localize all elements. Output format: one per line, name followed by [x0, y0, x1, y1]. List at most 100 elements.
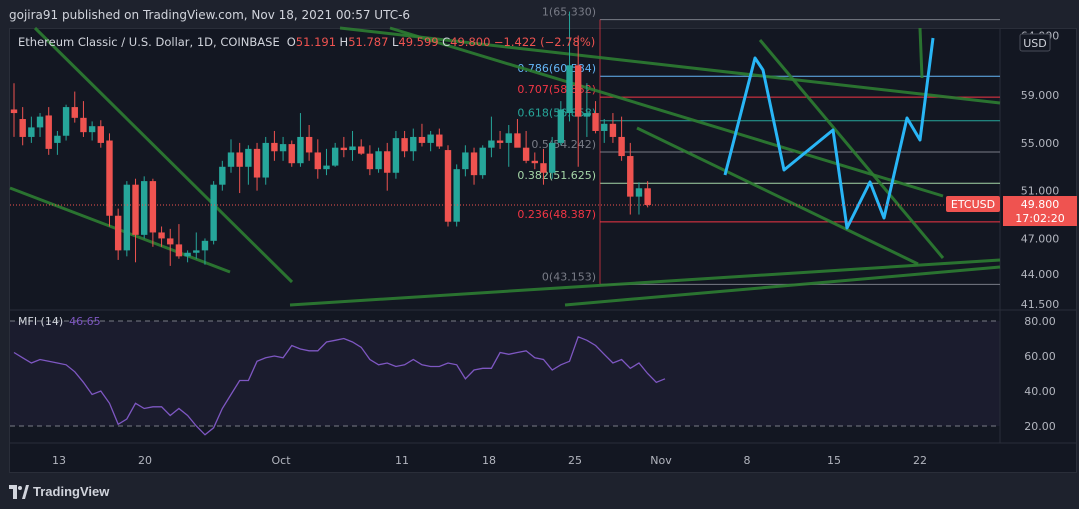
chart-frame — [9, 28, 1077, 473]
trendline-descending-4 — [636, 126, 919, 266]
candle-body — [314, 152, 321, 170]
candle-body — [141, 181, 148, 235]
time-axis-label: Oct — [271, 454, 291, 467]
candle — [644, 181, 651, 208]
candle — [375, 147, 382, 173]
candle-body — [158, 232, 165, 239]
mfi-line — [13, 335, 666, 436]
candle — [19, 107, 26, 146]
candle-body — [227, 152, 235, 167]
legend-high: 51.787 — [348, 35, 388, 49]
time-axis-label: 8 — [744, 454, 751, 467]
candle-body — [149, 181, 157, 233]
mfi-tick-label: 80.00 — [1024, 315, 1056, 328]
mfi-value: 46.65 — [69, 315, 101, 328]
candle — [279, 136, 287, 161]
candle — [427, 130, 434, 152]
candle-body — [297, 136, 304, 164]
trendline-descending-5 — [758, 39, 945, 259]
candle — [609, 113, 617, 143]
candle-body — [288, 144, 295, 164]
candle-body — [566, 65, 573, 114]
candle — [219, 160, 226, 191]
currency-badge — [1019, 33, 1051, 52]
candle — [253, 142, 261, 191]
candle-body — [427, 134, 434, 143]
candle-body — [618, 136, 625, 157]
publisher-text: gojira91 published on TradingView.com, N… — [9, 8, 411, 22]
candle-body — [557, 109, 565, 143]
candle — [71, 91, 78, 123]
candle — [305, 124, 313, 161]
candle — [262, 136, 269, 185]
time-axis-label: 25 — [568, 454, 582, 467]
candle — [479, 145, 486, 179]
candle-body — [167, 238, 174, 245]
candle — [522, 130, 530, 164]
legend-high-label: H — [340, 35, 349, 49]
candle-body — [28, 127, 35, 137]
candle-body — [106, 140, 113, 216]
candle-body — [54, 135, 61, 143]
candle — [36, 113, 44, 137]
candle-body — [488, 140, 495, 148]
trendline-descending-1 — [33, 26, 294, 284]
candle-body — [219, 166, 226, 185]
candle — [627, 142, 634, 215]
ohlc-legend: Ethereum Classic / U.S. Dollar, 1D, COIN… — [18, 35, 595, 49]
legend-open-label: O — [287, 35, 296, 49]
candle — [635, 182, 643, 215]
candle-body — [253, 148, 261, 178]
candle-body — [514, 133, 521, 148]
legend-close: 49.800 — [450, 35, 490, 49]
candle — [141, 176, 148, 239]
candle — [80, 101, 87, 137]
mfi-legend: MFI (14) 46.65 — [18, 315, 101, 328]
legend-symbol: Ethereum Classic / U.S. Dollar, 1D, COIN… — [18, 35, 280, 49]
candle — [323, 148, 330, 176]
candle-body — [531, 160, 538, 164]
candle — [592, 101, 599, 134]
candle — [349, 130, 356, 161]
price-tick-label: 44.000 — [1021, 268, 1060, 281]
candle — [444, 145, 452, 227]
fib-level-label: 0(43.153) — [542, 270, 596, 283]
candle-body — [262, 142, 269, 178]
candle-body — [114, 215, 122, 251]
candle-body — [583, 113, 591, 117]
candle-body — [540, 163, 547, 173]
candle-body — [97, 126, 104, 143]
candle-body — [384, 151, 391, 173]
candle — [149, 178, 157, 247]
candle — [97, 120, 104, 148]
candle — [45, 107, 52, 155]
candle-body — [349, 146, 356, 151]
candle — [158, 226, 165, 247]
price-tag-value: 49.800 — [1021, 198, 1060, 211]
candle — [28, 116, 35, 143]
trendline-descending-2 — [339, 26, 1001, 105]
time-axis-label: 13 — [52, 454, 66, 467]
publisher-bar: gojira91 published on TradingView.com, N… — [0, 0, 1079, 28]
candle — [358, 139, 365, 155]
candle-body — [470, 152, 478, 176]
candle-body — [401, 138, 408, 152]
price-tick-label: 51.000 — [1021, 185, 1060, 198]
tradingview-brand: TradingView — [33, 484, 110, 499]
candle — [340, 136, 348, 158]
price-tick-label: 59.000 — [1021, 89, 1060, 102]
candle — [496, 130, 504, 149]
price-tag-countdown: 17:02:20 — [1015, 212, 1064, 225]
candle — [201, 238, 209, 265]
candle — [410, 128, 417, 161]
candle-body — [479, 147, 486, 176]
candle-body — [505, 133, 512, 143]
candle — [436, 128, 443, 149]
mfi-title: MFI (14) — [18, 315, 63, 328]
candle-body — [592, 113, 599, 131]
mfi-tick-label: 40.00 — [1024, 385, 1056, 398]
time-axis-label: Nov — [650, 454, 672, 467]
legend-change: −1.422 (−2.78%) — [494, 35, 595, 49]
currency-label: USD — [1023, 37, 1047, 50]
